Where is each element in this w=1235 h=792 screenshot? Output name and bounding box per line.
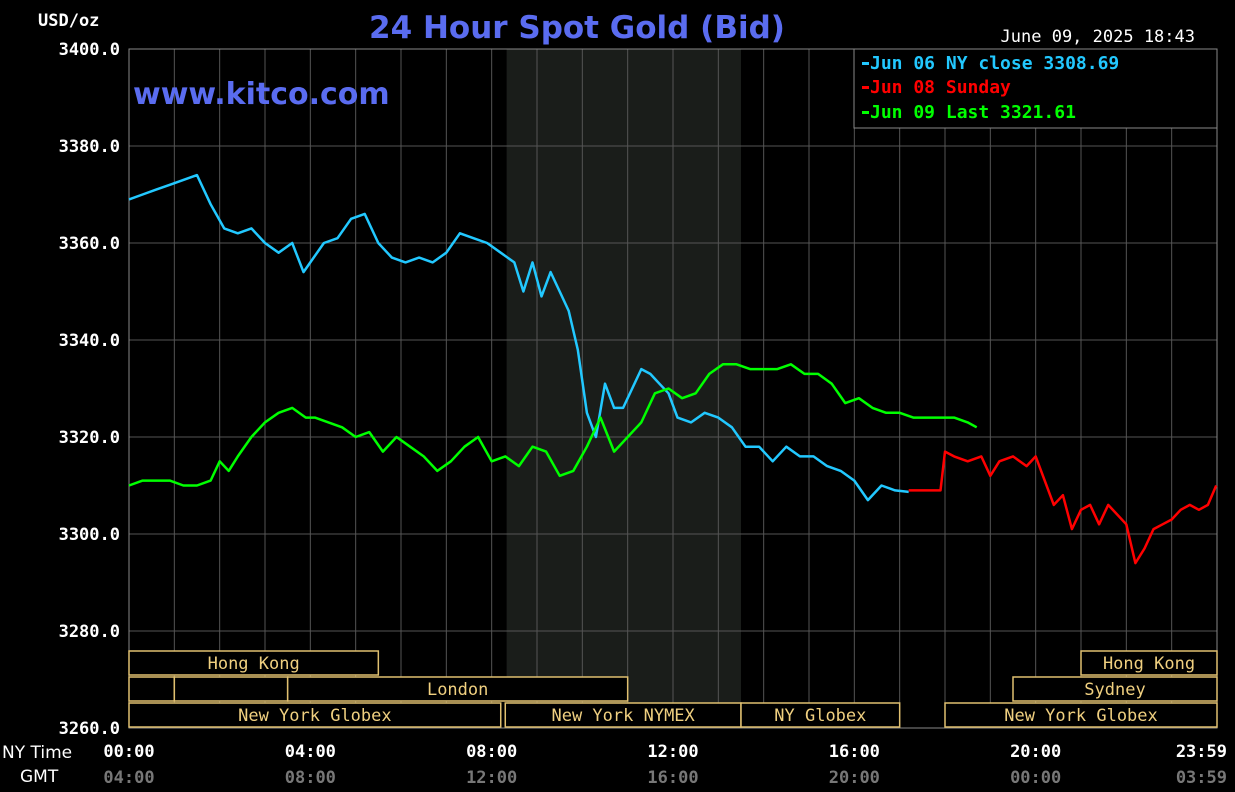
session-bar-9	[944, 702, 1218, 728]
y-tick-label-6: 3280.0	[59, 622, 120, 642]
timestamp: June 09, 2025 18:43	[1001, 27, 1195, 47]
plot-border	[128, 48, 1218, 729]
series-lines	[128, 173, 1218, 565]
x-tick-ny-4: 16:00	[829, 742, 880, 762]
y-tick-label-2: 3360.0	[59, 234, 120, 254]
session-label-9: New York Globex	[1004, 706, 1158, 726]
session-bar-0	[128, 650, 380, 676]
nymex-shade-rect	[506, 49, 741, 728]
session-bar-7	[1080, 650, 1218, 676]
series-line-2	[128, 363, 978, 487]
legend-swatch-jun09	[862, 111, 869, 114]
unit-label: USD/oz	[38, 11, 99, 31]
y-tick-label-5: 3300.0	[59, 525, 120, 545]
ny-time-label: NY Time	[2, 743, 72, 763]
legend-item-jun08: Jun 08 Sunday	[870, 77, 1011, 98]
legend-swatch-jun08	[862, 86, 869, 89]
y-tick-label-4: 3320.0	[59, 428, 120, 448]
session-bar-2	[173, 676, 289, 702]
session-bar-8	[1012, 676, 1218, 702]
x-tick-gmt-4: 20:00	[829, 768, 880, 788]
series-line-1	[908, 450, 1218, 565]
x-tick-gmt-5: 00:00	[1010, 768, 1061, 788]
watermark: www.kitco.com	[133, 77, 390, 112]
session-label-4: New York Globex	[238, 706, 392, 726]
legend-box	[853, 48, 1218, 129]
session-bar-3	[286, 676, 629, 702]
y-tick-label-0: 3400.0	[59, 40, 120, 60]
nymex-shade	[506, 49, 741, 728]
session-label-5: New York NYMEX	[551, 706, 695, 726]
x-tick-ny-5: 20:00	[1010, 742, 1061, 762]
x-tick-gmt-6: 03:59	[1176, 768, 1227, 788]
legend-swatch-jun06	[862, 62, 869, 65]
y-tick-label-7: 3260.0	[59, 719, 120, 739]
legend-item-jun06: Jun 06 NY close 3308.69	[870, 53, 1119, 74]
x-tick-ny-0: 00:00	[103, 742, 154, 762]
session-label-8: Sydney	[1084, 680, 1145, 700]
x-tick-ny-3: 12:00	[647, 742, 698, 762]
series-line-0	[128, 173, 909, 502]
x-tick-gmt-3: 16:00	[647, 768, 698, 788]
session-bar-4	[128, 702, 502, 728]
x-tick-ny-6: 23:59	[1176, 742, 1227, 762]
session-bar-5	[504, 702, 742, 728]
gmt-label: GMT	[20, 767, 59, 787]
chart-title: 24 Hour Spot Gold (Bid)	[369, 10, 785, 46]
session-bar-1	[128, 676, 176, 702]
x-tick-gmt-2: 12:00	[466, 768, 517, 788]
session-bar-6	[740, 702, 901, 728]
legend: Jun 06 NY close 3308.69 Jun 08 Sunday Ju…	[853, 48, 1218, 129]
session-label-7: Hong Kong	[1103, 654, 1195, 674]
session-bars: Hong Kong London New York Globex New York N…	[128, 650, 1218, 728]
y-tick-label-1: 3380.0	[59, 137, 120, 157]
legend-item-jun09: Jun 09 Last 3321.61	[870, 102, 1076, 123]
grid	[128, 48, 1218, 729]
session-label-0: Hong Kong	[208, 654, 300, 674]
x-tick-gmt-1: 08:00	[285, 768, 336, 788]
session-label-6: NY Globex	[774, 706, 866, 726]
x-tick-ny-2: 08:00	[466, 742, 517, 762]
axes: 3400.0 3380.0 3360.0 3340.0 3320.0 3300.0 3280…	[59, 40, 1227, 788]
y-tick-label-3: 3340.0	[59, 331, 120, 351]
session-label-3: London	[427, 680, 488, 700]
x-tick-ny-1: 04:00	[285, 742, 336, 762]
x-tick-gmt-0: 04:00	[103, 768, 154, 788]
